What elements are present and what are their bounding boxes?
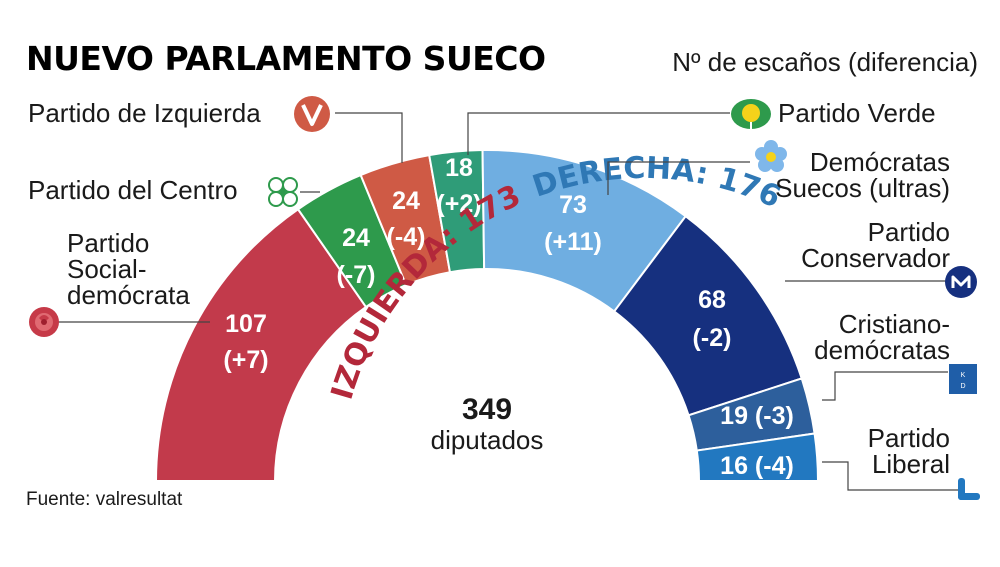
seat-segment-socialdemocrata	[154, 207, 368, 482]
seat-value-verde: 18	[445, 154, 473, 182]
l-logo-icon	[958, 478, 980, 500]
svg-text:Cristiano-: Cristiano-	[839, 309, 950, 339]
hemicycle-segments: 107 (+7) 24 (-7) 24 (-4) 18 (+2) 73 (+11) 68 (-2) 19…	[154, 149, 820, 482]
seat-change-centro: (-7)	[337, 261, 376, 289]
svg-text:Partido: Partido	[868, 217, 950, 247]
leader-lines	[36, 112, 958, 491]
seat-value-conservador: 68	[698, 286, 726, 314]
chart-subtitle: Nº de escaños (diferencia)	[672, 47, 978, 77]
seat-segment-liberal	[695, 432, 820, 482]
total-seats-value: 349	[462, 393, 512, 426]
svg-text:D: D	[960, 383, 965, 390]
party-label-liberal: Partido Liberal	[868, 423, 950, 479]
party-label-socialdemocrata: Partido Social- demócrata	[67, 228, 190, 310]
chart-title: NUEVO PARLAMENTO SUECO	[26, 39, 546, 78]
party-label-centro: Partido del Centro	[28, 175, 238, 205]
kd-logo-icon: K D	[949, 364, 977, 394]
m-logo-icon	[945, 266, 977, 298]
seat-value-liberal: 16 (-4)	[720, 452, 794, 480]
svg-text:Partido: Partido	[868, 423, 950, 453]
party-label-democratas-suecos: Demócratas Suecos (ultras)	[775, 147, 950, 203]
blue-flower-icon	[755, 140, 787, 172]
svg-text:Partido: Partido	[67, 228, 149, 258]
seat-value-cristianodemocratas: 19 (-3)	[720, 402, 794, 430]
seat-change-izquierda: (-4)	[387, 223, 426, 251]
seat-value-democratas-suecos: 73	[559, 191, 587, 219]
seat-value-centro: 24	[342, 224, 370, 252]
svg-text:Social-: Social-	[67, 254, 146, 284]
v-logo-icon	[294, 96, 330, 132]
party-label-cristianodemocratas: Cristiano- demócratas	[814, 309, 950, 365]
svg-text:Demócratas: Demócratas	[810, 147, 950, 177]
source-note: Fuente: valresultat	[26, 489, 183, 510]
svg-text:demócratas: demócratas	[814, 335, 950, 365]
total-seats-label: diputados	[431, 425, 544, 455]
seat-change-socialdemocrata: (+7)	[223, 346, 268, 374]
four-leaf-clover-icon	[268, 177, 298, 207]
svg-text:Conservador: Conservador	[801, 243, 950, 273]
seat-value-socialdemocrata: 107	[225, 310, 267, 338]
svg-text:Suecos (ultras): Suecos (ultras)	[775, 173, 950, 203]
svg-text:K: K	[961, 372, 966, 379]
svg-text:Liberal: Liberal	[872, 449, 950, 479]
seat-value-izquierda: 24	[392, 187, 420, 215]
seat-change-conservador: (-2)	[693, 324, 732, 352]
party-label-verde: Partido Verde	[778, 98, 936, 128]
seat-change-verde: (+2)	[436, 190, 481, 218]
svg-text:demócrata: demócrata	[67, 280, 190, 310]
red-rose-icon	[29, 307, 59, 337]
party-label-conservador: Partido Conservador	[801, 217, 950, 273]
seat-change-democratas-suecos: (+11)	[544, 228, 602, 256]
dandelion-icon	[731, 99, 771, 129]
party-label-izquierda: Partido de Izquierda	[28, 98, 261, 128]
